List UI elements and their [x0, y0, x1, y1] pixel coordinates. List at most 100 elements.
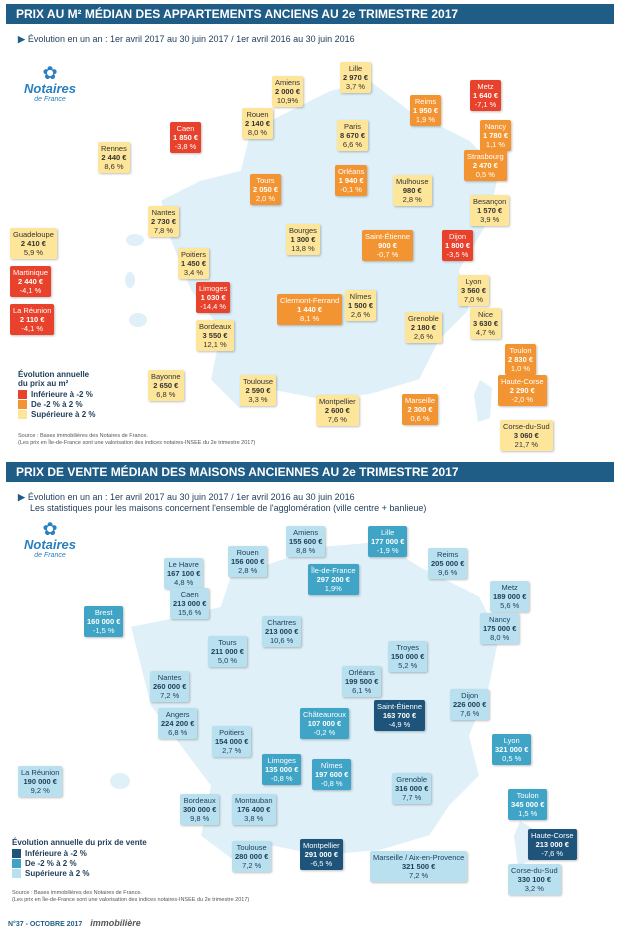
city-label: Montpellier 291 000 € -6,5 %	[300, 839, 343, 870]
city-name: Montpellier	[319, 397, 356, 406]
city-change: 9,8 %	[190, 814, 210, 823]
city-name: La Réunion	[21, 768, 60, 777]
notaires-logo-icon: ✿	[42, 63, 58, 83]
city-price: 2 140 €	[245, 119, 271, 128]
city-label: Limoges 1 030 € -14,4 %	[196, 282, 231, 313]
city-name: Besançon	[473, 197, 507, 206]
city-price: 1 800 €	[445, 241, 471, 250]
city-name: Montpellier	[303, 841, 340, 850]
city-change: 4,7 %	[475, 328, 496, 337]
city-price: 167 100 €	[167, 569, 201, 578]
city-label: Dijon 226 000 €7,6 %	[450, 689, 490, 720]
city-name: Bayonne	[151, 372, 181, 381]
city-label: Nantes 2 730 €7,8 %	[148, 206, 180, 237]
city-change: 2,8 %	[238, 566, 258, 575]
city-label: Nîmes 1 500 €2,6 %	[345, 290, 377, 321]
city-label: Haute-Corse 213 000 € -7,6 %	[528, 829, 577, 860]
legend-swatch	[12, 849, 21, 858]
city-price: 189 000 €	[493, 592, 527, 601]
city-label: Lyon 3 560 €7,0 %	[458, 275, 490, 306]
city-change: 8,8 %	[296, 546, 316, 555]
city-label: Tours 211 000 €5,0 %	[208, 636, 247, 667]
city-name: Metz	[477, 82, 494, 91]
city-price: 8 670 €	[340, 131, 366, 140]
city-change: 10,9%	[276, 96, 299, 105]
city-label: Martinique 2 440 € -4,1 %	[10, 266, 52, 297]
city-change: 5,0 %	[217, 656, 238, 665]
city-change: -4,9 %	[388, 720, 411, 729]
city-price: 1 500 €	[348, 301, 374, 310]
source-line-2: (Les prix en Île-de-France sont une valo…	[12, 897, 250, 903]
city-label: Le Havre 167 100 €4,8 %	[164, 558, 204, 589]
city-price: 156 000 €	[231, 557, 265, 566]
city-change: 0,6 %	[410, 414, 430, 423]
city-name: Amiens	[293, 528, 319, 537]
city-change: 7,7 %	[402, 793, 422, 802]
legend-title: Évolution annuelle du prix au m²	[18, 370, 90, 388]
city-name: Chartres	[267, 618, 297, 627]
legend-label: De -2 % à 2 %	[31, 400, 83, 409]
city-name: Limoges	[199, 284, 228, 293]
apartments-source: Source : Bases immobilières des Notaires…	[18, 433, 255, 447]
city-label: Tours 2 050 €2,0 %	[250, 174, 282, 205]
city-price: 300 000 €	[183, 805, 217, 814]
city-label: Chartres 213 000 €10,6 %	[262, 616, 302, 647]
legend-swatch	[18, 410, 27, 419]
city-change: 5,2 %	[398, 661, 418, 670]
city-label: Île-de-France 297 200 €1,9%	[308, 564, 359, 595]
city-label: Lyon 321 000 €0,5 %	[492, 734, 532, 765]
city-price: 2 440 €	[101, 153, 127, 162]
city-name: Orléans	[348, 668, 375, 677]
city-label: Toulouse 2 590 €3,3 %	[240, 375, 277, 406]
notaires-logo: ✿ Notaires de France	[18, 64, 82, 103]
legend-row: De -2 % à 2 %	[18, 400, 95, 409]
city-change: 1,1 %	[485, 140, 506, 149]
logo-name: Notaires	[23, 81, 77, 96]
city-change: 7,6 %	[327, 415, 347, 424]
city-name: Haute-Corse	[531, 831, 574, 840]
city-price: 2 290 €	[509, 386, 535, 395]
city-change: 15,6 %	[178, 608, 202, 617]
city-label: Metz 1 640 € -7,1 %	[470, 80, 502, 111]
city-change: 3,7 %	[345, 82, 366, 91]
arrow-icon: ▶	[18, 34, 25, 44]
city-label: La Réunion 190 000 €9,2 %	[18, 766, 63, 797]
city-change: 7,6 %	[460, 709, 480, 718]
apartments-map: ✿ Notaires de France Amiens 2 000 €10,9% L…	[0, 50, 630, 451]
city-label: Grenoble 2 180 €2,6 %	[405, 312, 442, 343]
city-name: Grenoble	[408, 314, 439, 323]
city-price: 175 000 €	[483, 624, 517, 633]
city-price: 345 000 €	[511, 800, 545, 809]
city-change: 0,5 %	[475, 170, 495, 179]
city-change: -4,1 %	[19, 286, 42, 295]
city-name: Lille	[348, 64, 363, 73]
city-label: Caen 213 000 €15,6 %	[170, 588, 210, 619]
city-price: 1 450 €	[181, 259, 207, 268]
city-change: 6,8 %	[156, 390, 176, 399]
city-change: 3,2 %	[524, 884, 544, 893]
city-price: 1 440 €	[297, 305, 323, 314]
city-price: 3 060 €	[513, 431, 539, 440]
city-label: Marseille / Aix-en-Provence 321 500 €7,2 …	[370, 851, 468, 882]
city-name: Dijon	[461, 691, 479, 700]
apartments-title: PRIX AU M² MÉDIAN DES APPARTEMENTS ANCIE…	[6, 4, 614, 24]
city-label: Nantes 260 000 €7,2 %	[150, 671, 190, 702]
city-change: 8,0 %	[247, 128, 268, 137]
houses-subtitle-2: Les statistiques pour les maisons concer…	[30, 503, 427, 513]
city-price: 155 600 €	[289, 537, 323, 546]
city-price: 330 100 €	[517, 875, 552, 884]
legend-row: Inférieure à -2 %	[12, 849, 147, 858]
city-price: 211 000 €	[211, 647, 244, 656]
corsica-shape	[514, 821, 532, 866]
legend-swatch	[18, 390, 27, 399]
city-change: 2,8 %	[402, 195, 422, 204]
city-name: Poitiers	[219, 728, 245, 737]
city-label: Nice 3 630 €4,7 %	[470, 308, 502, 339]
city-change: 3,8 %	[244, 814, 264, 823]
city-change: 3,4 %	[183, 268, 204, 277]
city-label: Angers 224 200 €6,8 %	[158, 708, 198, 739]
legend-title: Évolution annuelle du prix de vente	[12, 838, 147, 847]
city-price: 224 200 €	[161, 719, 195, 728]
city-price: 2 180 €	[410, 323, 436, 332]
city-name: Bordeaux	[199, 322, 232, 331]
